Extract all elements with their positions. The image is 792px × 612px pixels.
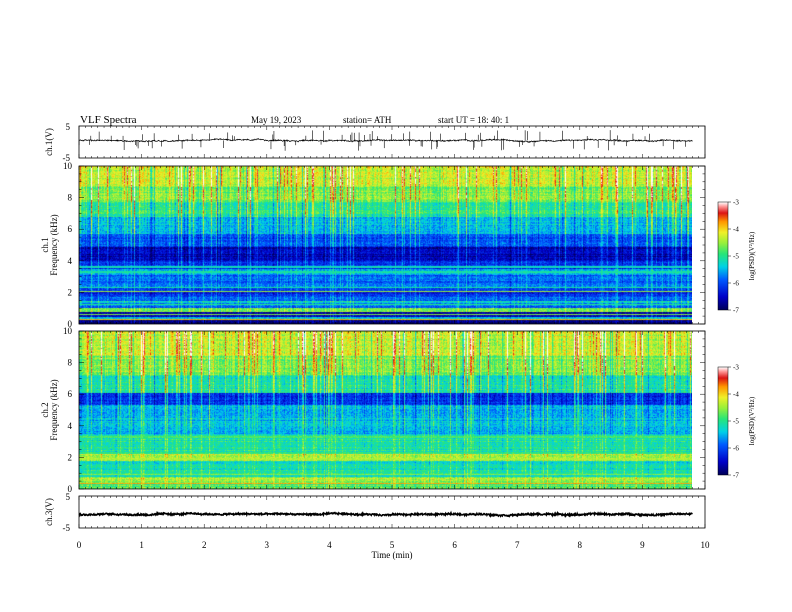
ch2-colorbar-ticks: -3 -4 -5 -6 -7 (728, 364, 739, 480)
colorbar-tick-label: -7 (733, 472, 739, 480)
time-tick-label: 0 (77, 540, 82, 550)
ch3-ytick-bottom: -5 (63, 523, 71, 533)
ch2-colorbar-label: log(PSD)(V²/Hz) (748, 396, 756, 445)
freq-tick-label: 6 (68, 389, 73, 399)
freq-tick-label: 10 (63, 161, 73, 171)
ch1-ytick-bottom: -5 (63, 153, 71, 163)
time-tick-label: 4 (327, 540, 332, 550)
time-axis-label: Time (min) (372, 550, 413, 560)
ch1-waveform-trace (78, 130, 693, 151)
station-label: station= ATH (343, 115, 392, 125)
time-tick-label: 1 (139, 540, 144, 550)
ch3-waveform-trace (78, 510, 693, 518)
ch1-waveform-ylabel: ch.1(V) (44, 128, 54, 156)
ch3-ytick-top: 5 (66, 492, 71, 502)
freq-tick-label: 0 (68, 484, 73, 494)
wave3-line (78, 510, 693, 518)
ch2-spectrogram-ylabel: Frequency (kHz) (49, 379, 59, 440)
ch3-waveform-ylabel: ch.3(V) (44, 498, 54, 526)
time-tick-label: 7 (515, 540, 520, 550)
time-tick-label: 10 (701, 540, 711, 550)
freq-tick-label: 0 (68, 319, 73, 329)
colorbar-tick-label: -4 (733, 391, 739, 399)
freq-tick-label: 8 (68, 358, 73, 368)
time-tick-label: 6 (452, 540, 457, 550)
freq-tick-label: 6 (68, 224, 73, 234)
time-tick-label: 9 (640, 540, 645, 550)
freq-tick-label: 2 (68, 287, 73, 297)
ch1-ytick-top: 5 (66, 122, 71, 132)
time-tick-label: 5 (390, 540, 395, 550)
start-time-label: start UT = 18: 40: 1 (438, 115, 509, 125)
ch2-spectrogram-image (79, 331, 692, 489)
colorbar-tick-label: -6 (733, 445, 739, 453)
figure-title: VLF Spectra (80, 114, 137, 126)
ch3-waveform-panel: 5 -5 ch.3(V) (44, 492, 706, 533)
ch1-spectrogram-panel: 0 2 4 6 8 10 ch.1 Frequency (kHz) (40, 161, 706, 329)
freq-tick-label: 4 (68, 421, 73, 431)
colorbar-tick-label: -4 (733, 226, 739, 234)
ch1-colorbar-gradient (718, 202, 728, 310)
freq-tick-label: 4 (68, 256, 73, 266)
colorbar-tick-label: -6 (733, 280, 739, 288)
colorbar-tick-label: -3 (733, 199, 739, 207)
colorbar-tick-label: -3 (733, 364, 739, 372)
ch3-waveform-frame (78, 495, 706, 529)
ch1-spectrogram-image (79, 166, 692, 324)
colorbar-tick-label: -5 (733, 418, 739, 426)
time-axis-labels: 0 1 2 3 4 5 6 7 8 9 10 (77, 540, 710, 550)
ch2-colorbar-gradient (718, 367, 728, 475)
ch2-spectrogram-panel: 0 2 4 6 8 10 ch.2 Frequency (kHz) (40, 326, 706, 494)
wave1-line (78, 137, 693, 143)
ch2-spectrogram-channel-label: ch.2 (40, 402, 50, 417)
freq-tick-label: 10 (63, 326, 73, 336)
time-tick-label: 8 (578, 540, 583, 550)
ch1-colorbar-ticks: -3 -4 -5 -6 -7 (728, 199, 739, 315)
colorbar-tick-label: -5 (733, 253, 739, 261)
time-tick-label: 3 (265, 540, 270, 550)
freq-tick-label: 2 (68, 452, 73, 462)
ch2-spectrogram-yticks: 0 2 4 6 8 10 (63, 326, 705, 494)
freq-tick-label: 8 (68, 193, 73, 203)
ch1-colorbar-label: log(PSD)(V²/Hz) (748, 231, 756, 280)
ch1-spectrogram-ylabel: Frequency (kHz) (49, 214, 59, 275)
ch1-spectrogram-yticks: 0 2 4 6 8 10 (63, 161, 705, 329)
colorbar-tick-label: -7 (733, 307, 739, 315)
time-axis-ticks (78, 126, 706, 528)
time-tick-label: 2 (202, 540, 207, 550)
ch1-spectrogram-channel-label: ch.1 (40, 237, 50, 252)
ch2-colorbar: -3 -4 -5 -6 -7 log(PSD)(V²/Hz) (717, 364, 756, 480)
ch1-waveform-panel: 5 -5 ch.1(V) (44, 122, 706, 163)
ch1-colorbar: -3 -4 -5 -6 -7 log(PSD)(V²/Hz) (717, 199, 756, 315)
ch1-waveform-frame (78, 125, 706, 159)
date-label: May 19, 2023 (251, 115, 302, 125)
